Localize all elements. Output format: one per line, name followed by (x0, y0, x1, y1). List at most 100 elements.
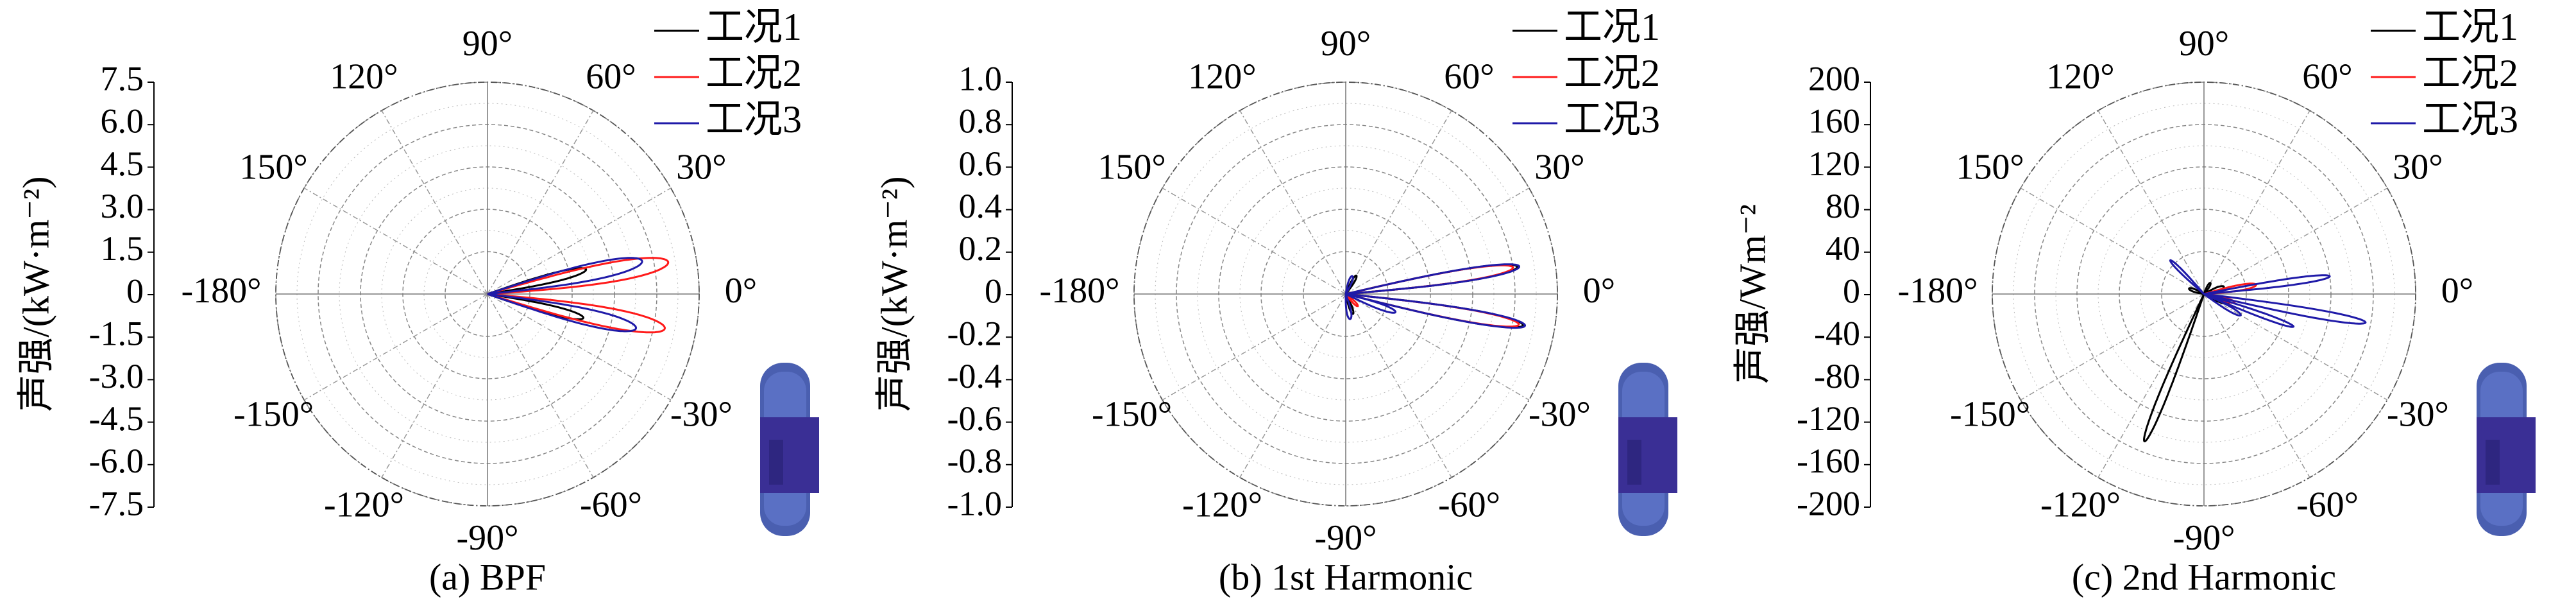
angle-label: 90° (1321, 24, 1371, 64)
nacelle-blade (2486, 440, 2500, 485)
y-tick-label: 7.5 (101, 59, 144, 98)
angle-label: -30° (1529, 394, 1591, 434)
angle-label: 150° (1956, 147, 2024, 187)
y-tick-label: 80 (1826, 187, 1860, 225)
chart-caption: (a) BPF (429, 556, 546, 598)
polar-spoke (1345, 293, 1530, 401)
polar-spoke (487, 293, 594, 478)
angle-label: 60° (586, 56, 636, 96)
y-tick-label: 1.5 (101, 229, 144, 268)
y-tick-label: -0.2 (947, 315, 1002, 353)
angle-label: -60° (2296, 485, 2359, 524)
y-tick-label: 4.5 (101, 144, 144, 183)
angle-label: 0° (725, 271, 757, 311)
y-axis-label: 声强/Wm⁻² (1731, 204, 1773, 384)
y-tick-label: 0.2 (959, 229, 1003, 268)
angle-label: -30° (2387, 394, 2449, 434)
angle-label: -120° (2040, 485, 2121, 524)
angle-label: 120° (330, 56, 398, 96)
angle-label: 30° (676, 147, 726, 187)
polar-spoke (303, 293, 488, 401)
data-lobe (1345, 263, 1518, 295)
angle-label: -180° (1897, 271, 1978, 311)
legend-label: 工况2 (706, 52, 802, 94)
polar-spoke (1162, 293, 1346, 401)
polar-spoke (1345, 187, 1530, 295)
series-3 (487, 257, 643, 333)
angle-label: 60° (2302, 56, 2352, 96)
polar-spoke (1162, 187, 1346, 295)
series-3 (1344, 263, 1526, 329)
y-tick-label: 0 (1843, 272, 1860, 310)
polar-spoke (2203, 293, 2388, 401)
polar-spoke (2020, 293, 2205, 401)
data-lobe (487, 257, 670, 295)
data-lobe (487, 293, 638, 333)
polar-spoke (2020, 187, 2205, 295)
y-tick-label: -40 (1814, 315, 1860, 353)
y-tick-label: 40 (1826, 229, 1860, 268)
angle-label: -120° (1182, 485, 1262, 524)
data-lobe (1345, 293, 1526, 329)
y-tick-label: -200 (1797, 484, 1860, 523)
nacelle-blade (769, 440, 783, 485)
nacelle-hub (760, 417, 819, 493)
data-lobe (2203, 282, 2212, 295)
y-tick-label: -1.5 (89, 315, 144, 353)
data-lobe (2142, 293, 2205, 442)
angle-label: -90° (456, 518, 518, 558)
polar-spoke (1239, 110, 1346, 295)
y-tick-label: -80 (1814, 357, 1860, 395)
y-tick-label: -3.0 (89, 357, 144, 395)
nacelle-blade (1627, 440, 1641, 485)
data-lobe (1344, 293, 1355, 315)
data-lobe (1345, 293, 1524, 329)
y-tick-label: -120 (1797, 399, 1860, 438)
angle-label: 0° (2441, 271, 2473, 311)
angle-label: -30° (670, 394, 733, 434)
angle-label: -90° (1314, 518, 1377, 558)
angle-label: 30° (1534, 147, 1584, 187)
data-lobe (2188, 287, 2205, 295)
legend-label: 工况1 (706, 6, 802, 48)
y-tick-label: 3.0 (101, 187, 144, 225)
polar-spoke (303, 187, 488, 295)
data-lobe (487, 293, 666, 334)
legend-label: 工况2 (1564, 52, 1660, 94)
data-lobe (487, 257, 643, 295)
legend-label: 工况1 (2422, 6, 2518, 48)
turbine-nacelle-icon (760, 363, 819, 536)
polar-spoke (2203, 110, 2310, 295)
data-lobe (1345, 263, 1520, 295)
polar-spoke (487, 110, 594, 295)
chart-panel-1: 7.5 6.04.5 3.0 1.5 0 -1.5 -3.0 -4.5 -6.0 -7.5 声强/(… (15, 6, 819, 598)
turbine-nacelle-icon (2477, 363, 2536, 536)
polar-spoke (1345, 110, 1452, 295)
chart-caption: (c) 2nd Harmonic (2072, 556, 2336, 598)
angle-label: 120° (1188, 56, 1256, 96)
data-lobe (1345, 293, 1397, 314)
polar-spoke (381, 110, 488, 295)
data-lobe (1345, 293, 1520, 328)
polar-spoke (2097, 110, 2205, 295)
polar-spoke (2203, 187, 2388, 295)
y-tick-label: 120 (1808, 144, 1860, 183)
angle-label: 30° (2393, 147, 2443, 187)
legend-label: 工况1 (1564, 6, 1660, 48)
data-lobe (1344, 293, 1353, 320)
angle-label: 90° (2179, 24, 2229, 64)
y-tick-label: -0.8 (947, 442, 1002, 480)
y-tick-label: 1.0 (959, 59, 1003, 98)
polar-spoke (381, 293, 488, 478)
y-axis-label: 声强/(kW·m⁻²) (873, 177, 915, 412)
nacelle-hub (1618, 417, 1677, 493)
y-tick-label: 160 (1808, 102, 1860, 141)
data-lobe (2169, 259, 2205, 295)
angle-label: -150° (1092, 394, 1172, 434)
legend-label: 工况3 (1564, 98, 1660, 141)
data-lobe (1344, 293, 1359, 307)
series-3 (2169, 259, 2367, 328)
series-2 (487, 257, 670, 334)
